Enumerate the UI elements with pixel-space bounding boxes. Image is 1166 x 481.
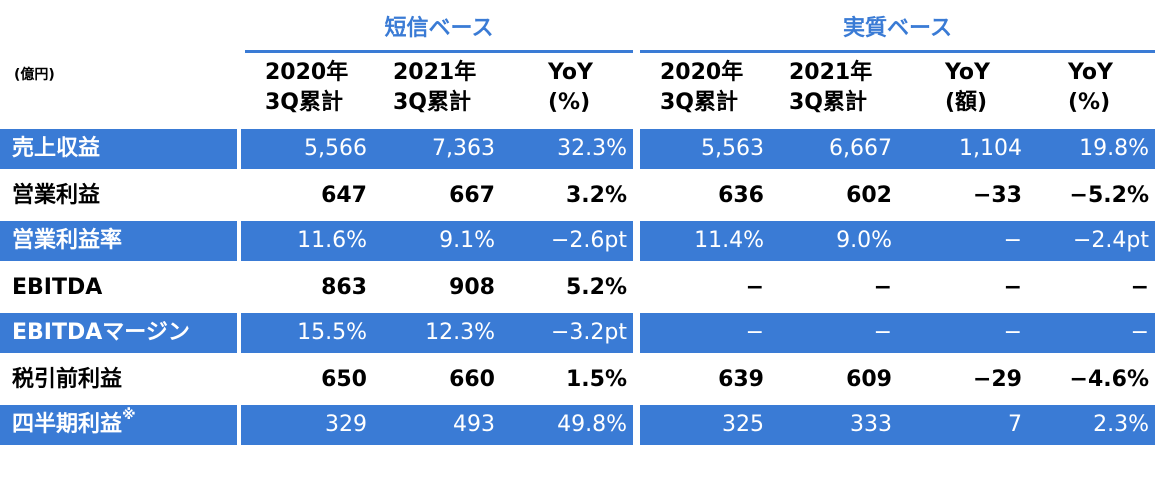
group-underline-jisshitsu (640, 50, 1155, 53)
cell-yoy-amount: − (898, 221, 1028, 261)
column-header-yoy-pct-jisshitsu: YoY (%) (1068, 58, 1113, 118)
column-header-line2: 3Q累計 (789, 90, 868, 115)
column-header-line1: 2020年 (265, 60, 349, 85)
cell-2020-3q: 650 (321, 367, 367, 392)
column-header-2021-3q: 2021年 3Q累計 (393, 58, 476, 118)
cell-yoy-amount: −29 (972, 367, 1022, 392)
note-mark: ※ (122, 407, 136, 423)
cell-2020-3q-jisshitsu: 639 (718, 367, 764, 392)
column-header-2020-3q: 2020年 3Q累計 (265, 58, 348, 118)
column-header-line2: (%) (548, 90, 591, 115)
cell-yoy-pct: −2.6pt (501, 221, 633, 261)
table-row-revenue: 売上収益 5,566 7,363 32.3% 5,563 6,667 1,104… (0, 129, 1166, 169)
column-header-2021-3q-jisshitsu: 2021年 3Q累計 (789, 58, 872, 118)
column-header-line2: (%) (1068, 90, 1111, 115)
cell-2020-3q-jisshitsu: − (640, 313, 770, 353)
cell-2021-3q-jisshitsu: 9.0% (770, 221, 898, 261)
cell-yoy-pct: 3.2% (565, 183, 627, 208)
column-header-line1: YoY (945, 60, 990, 85)
cell-2021-3q-jisshitsu: − (873, 275, 892, 300)
cell-2021-3q: 7,363 (373, 129, 501, 169)
row-label: EBITDAマージン (0, 313, 237, 353)
table-row-ebitda: EBITDA 863 908 5.2% − − − − (0, 268, 1166, 308)
column-header-yoy-amount: YoY (額) (945, 58, 990, 118)
column-header-yoy-pct: YoY (%) (548, 58, 593, 118)
cell-yoy-amount: −33 (972, 183, 1022, 208)
column-header-line1: YoY (1068, 60, 1113, 85)
row-label: 売上収益 (0, 129, 237, 169)
cell-yoy-pct-jisshitsu: −2.4pt (1028, 221, 1155, 261)
row-label: 税引前利益 (12, 367, 123, 392)
cell-2021-3q-jisshitsu: 602 (846, 183, 892, 208)
unit-label: (億円) (14, 67, 55, 83)
table-row-quarterly-profit: 四半期利益※ 329 493 49.8% 325 333 7 2.3% (0, 405, 1166, 445)
cell-2020-3q: 329 (241, 405, 373, 445)
column-header-2020-3q-jisshitsu: 2020年 3Q累計 (660, 58, 743, 118)
table-row-pretax-profit: 税引前利益 650 660 1.5% 639 609 −29 −4.6% (0, 360, 1166, 400)
row-label: 営業利益率 (0, 221, 237, 261)
cell-2020-3q-jisshitsu: 325 (640, 405, 770, 445)
cell-yoy-amount: − (898, 313, 1028, 353)
cell-yoy-pct: 5.2% (565, 275, 627, 300)
table-row-operating-profit: 営業利益 647 667 3.2% 636 602 −33 −5.2% (0, 176, 1166, 216)
cell-2021-3q-jisshitsu: − (770, 313, 898, 353)
cell-2020-3q: 15.5% (241, 313, 373, 353)
cell-2021-3q: 908 (449, 275, 495, 300)
table-title-group-jisshitsu: 実質ベース (843, 16, 952, 41)
row-label-text: 四半期利益 (12, 412, 123, 437)
row-label: 四半期利益※ (0, 405, 237, 445)
cell-2020-3q: 5,566 (241, 129, 373, 169)
cell-2020-3q: 863 (321, 275, 367, 300)
column-header-line1: 2020年 (660, 60, 744, 85)
cell-2021-3q-jisshitsu: 609 (846, 367, 892, 392)
table-row-operating-margin: 営業利益率 11.6% 9.1% −2.6pt 11.4% 9.0% − −2.… (0, 221, 1166, 261)
cell-yoy-amount: − (1003, 275, 1022, 300)
cell-2020-3q-jisshitsu: 11.4% (640, 221, 770, 261)
cell-2020-3q: 11.6% (241, 221, 373, 261)
cell-2021-3q: 667 (449, 183, 495, 208)
cell-yoy-pct-jisshitsu: 2.3% (1028, 405, 1155, 445)
row-label: EBITDA (12, 275, 103, 300)
column-header-line2: (額) (945, 90, 988, 115)
cell-yoy-pct-jisshitsu: −4.6% (1069, 367, 1149, 392)
cell-yoy-pct: 32.3% (501, 129, 633, 169)
cell-2021-3q-jisshitsu: 6,667 (770, 129, 898, 169)
table-title-group-tanshin: 短信ベース (384, 16, 494, 41)
row-label: 営業利益 (12, 183, 101, 208)
cell-yoy-pct: −3.2pt (501, 313, 633, 353)
column-header-line1: YoY (548, 60, 593, 85)
cell-2021-3q: 493 (373, 405, 501, 445)
column-header-line2: 3Q累計 (265, 90, 344, 115)
cell-2020-3q-jisshitsu: − (745, 275, 764, 300)
cell-yoy-pct: 1.5% (565, 367, 627, 392)
column-header-line2: 3Q累計 (393, 90, 472, 115)
cell-yoy-pct-jisshitsu: − (1130, 275, 1149, 300)
cell-2021-3q: 12.3% (373, 313, 501, 353)
column-header-line2: 3Q累計 (660, 90, 739, 115)
group-underline-tanshin (245, 50, 633, 53)
cell-2021-3q: 9.1% (373, 221, 501, 261)
column-header-line1: 2021年 (789, 60, 873, 85)
cell-yoy-amount: 7 (898, 405, 1028, 445)
cell-2020-3q: 647 (321, 183, 367, 208)
cell-2021-3q-jisshitsu: 333 (770, 405, 898, 445)
cell-2020-3q-jisshitsu: 636 (718, 183, 764, 208)
cell-yoy-pct: 49.8% (501, 405, 633, 445)
cell-yoy-pct-jisshitsu: −5.2% (1069, 183, 1149, 208)
cell-yoy-pct-jisshitsu: 19.8% (1028, 129, 1155, 169)
cell-yoy-pct-jisshitsu: − (1028, 313, 1155, 353)
table-row-ebitda-margin: EBITDAマージン 15.5% 12.3% −3.2pt − − − − (0, 313, 1166, 353)
cell-2020-3q-jisshitsu: 5,563 (640, 129, 770, 169)
column-header-line1: 2021年 (393, 60, 477, 85)
cell-yoy-amount: 1,104 (898, 129, 1028, 169)
cell-2021-3q: 660 (449, 367, 495, 392)
